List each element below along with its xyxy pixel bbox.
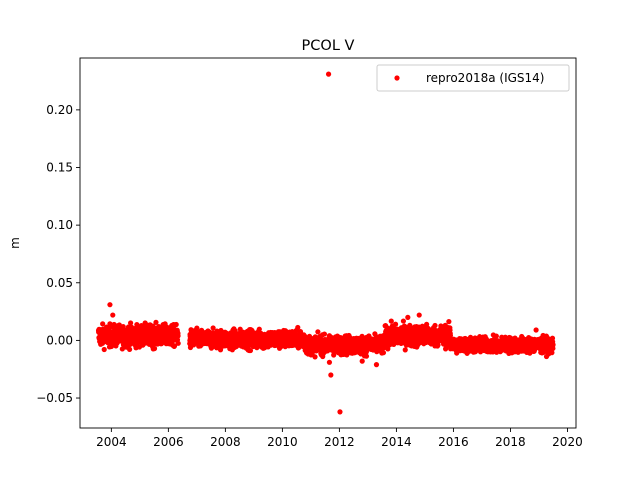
data-point xyxy=(295,324,301,331)
data-point xyxy=(549,350,555,356)
y-tick-label: −0.05 xyxy=(36,391,73,405)
x-tick-label: 2016 xyxy=(438,435,469,449)
data-point xyxy=(550,341,556,348)
data-point-outlier xyxy=(328,372,334,378)
data-point-outlier xyxy=(373,362,380,368)
legend-box xyxy=(376,64,570,92)
x-tick-label: 2014 xyxy=(381,435,412,449)
x-axis-ticks: 2004 2006 2008 2010 2012 2014 2016 2018 2020 xyxy=(96,428,583,449)
y-axis-label: m xyxy=(8,237,22,249)
y-axis-ticks: −0.05 0.00 0.05 0.10 0.15 0.20 xyxy=(36,103,80,405)
data-points xyxy=(95,71,556,415)
data-point xyxy=(151,345,158,352)
data-point xyxy=(388,318,394,324)
data-point-outlier xyxy=(533,327,539,333)
data-point xyxy=(173,321,179,328)
data-point-outlier xyxy=(359,358,365,364)
data-point xyxy=(175,340,181,346)
x-tick-label: 2012 xyxy=(324,435,355,449)
data-point xyxy=(380,350,387,356)
plot-area xyxy=(80,58,576,428)
data-point xyxy=(100,321,106,327)
data-point xyxy=(128,320,134,326)
data-point xyxy=(447,332,454,339)
data-point xyxy=(385,346,391,352)
data-point xyxy=(315,329,321,335)
plot-frame xyxy=(79,57,577,429)
x-tick-label: 2010 xyxy=(267,435,298,449)
data-point xyxy=(312,354,318,360)
data-point xyxy=(175,333,181,339)
data-point xyxy=(402,347,408,353)
data-point-outlier xyxy=(326,359,333,365)
data-point xyxy=(392,321,399,327)
legend-label: repro2018a (IGS14) xyxy=(426,71,544,85)
data-point xyxy=(171,343,178,349)
data-point-outlier xyxy=(110,312,116,318)
y-tick-label: 0.05 xyxy=(46,276,73,290)
y-tick-label: 0.20 xyxy=(46,103,73,117)
data-point xyxy=(256,326,262,332)
data-point xyxy=(101,346,107,353)
data-point xyxy=(247,347,254,354)
x-tick-label: 2004 xyxy=(96,435,127,449)
data-point xyxy=(210,325,216,331)
chart-title: PCOL V xyxy=(302,38,355,54)
x-tick-label: 2006 xyxy=(153,435,184,449)
data-point xyxy=(119,346,125,352)
legend-marker xyxy=(394,75,400,81)
data-point xyxy=(363,353,370,359)
x-tick-label: 2018 xyxy=(495,435,526,449)
data-point xyxy=(217,347,224,353)
x-tick-label: 2008 xyxy=(210,435,241,449)
data-point xyxy=(120,324,126,330)
y-tick-label: 0.10 xyxy=(46,218,73,232)
data-point xyxy=(153,319,159,325)
data-point-outlier xyxy=(337,409,343,415)
y-tick-label: 0.00 xyxy=(46,333,73,347)
data-point xyxy=(550,345,556,352)
data-point-outlier xyxy=(325,71,332,77)
data-point-outlier xyxy=(416,312,422,318)
y-tick-label: 0.15 xyxy=(46,161,73,175)
legend: repro2018a (IGS14) xyxy=(376,64,570,92)
data-point xyxy=(328,334,334,341)
data-point xyxy=(321,331,328,337)
x-tick-label: 2020 xyxy=(552,435,583,449)
data-point xyxy=(446,319,452,325)
data-point-outlier xyxy=(405,314,411,320)
data-point-outlier xyxy=(107,302,113,308)
data-point xyxy=(400,318,406,324)
data-point xyxy=(432,322,438,329)
data-point xyxy=(127,346,133,352)
data-point xyxy=(194,325,200,331)
data-point xyxy=(493,333,499,339)
